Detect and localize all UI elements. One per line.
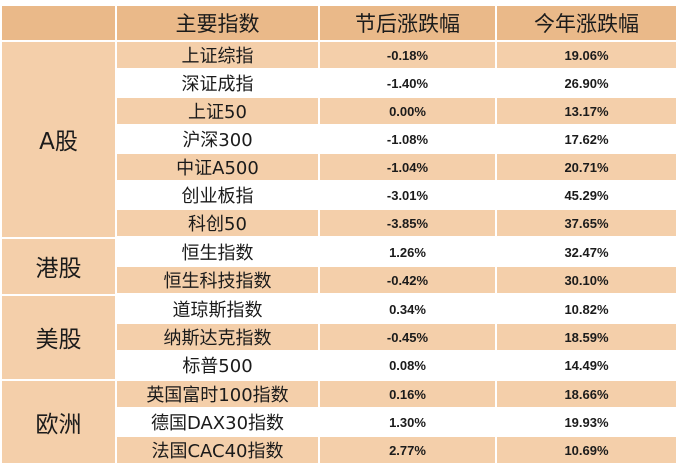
table-row: 沪深300 -1.08% 17.62% [1, 124, 676, 154]
ytd-change: 10.69% [495, 435, 676, 465]
ytd-change: 18.66% [495, 378, 676, 409]
index-name: 道琼斯指数 [115, 293, 320, 324]
table-row: 纳斯达克指数 -0.45% 18.59% [1, 322, 676, 352]
post-holiday-change: -0.45% [318, 322, 497, 352]
ytd-change: 17.62% [495, 124, 676, 154]
post-holiday-change: 0.16% [318, 378, 497, 409]
index-name: 上证综指 [115, 40, 320, 70]
table-row: 上证50 0.00% 13.17% [1, 96, 676, 126]
index-name: 法国CAC40指数 [115, 435, 320, 465]
index-performance-table: 主要指数 节后涨跌幅 今年涨跌幅 A股 上证综指 -0.18% 19.06% 深… [0, 4, 676, 465]
index-name: 恒生科技指数 [115, 265, 320, 296]
market-label: 港股 [0, 236, 117, 296]
table-row: 科创50 -3.85% 37.65% [1, 208, 676, 239]
market-label: A股 [0, 40, 117, 239]
ytd-change: 14.49% [495, 350, 676, 381]
index-performance-sheet: 主要指数 节后涨跌幅 今年涨跌幅 A股 上证综指 -0.18% 19.06% 深… [0, 4, 676, 465]
table-row: 德国DAX30指数 1.30% 19.93% [1, 407, 676, 437]
header-ytd-change: 今年涨跌幅 [495, 4, 676, 42]
header-index-name: 主要指数 [115, 4, 320, 42]
post-holiday-change: -0.18% [318, 40, 497, 70]
post-holiday-change: 0.08% [318, 350, 497, 381]
ytd-change: 13.17% [495, 96, 676, 126]
table-row: 港股 恒生指数 1.26% 32.47% [0, 236, 676, 296]
post-holiday-change: 1.30% [318, 407, 497, 437]
post-holiday-change: -1.08% [318, 124, 497, 154]
ytd-change: 10.82% [495, 293, 676, 324]
table-row: 美股 道琼斯指数 0.34% 10.82% [0, 293, 676, 381]
table-row: 深证成指 -1.40% 26.90% [1, 68, 676, 98]
index-name: 标普500 [115, 350, 320, 381]
index-name: 纳斯达克指数 [115, 322, 320, 352]
index-name: 深证成指 [115, 68, 320, 98]
table-row: 欧洲 英国富时100指数 0.16% 18.66% [0, 378, 676, 465]
ytd-change: 26.90% [495, 68, 676, 98]
index-name: 创业板指 [115, 180, 320, 210]
ytd-change: 32.47% [495, 236, 676, 267]
ytd-change: 37.65% [495, 208, 676, 239]
post-holiday-change: -3.01% [318, 180, 497, 210]
header-post-holiday-change: 节后涨跌幅 [318, 4, 497, 42]
post-holiday-change: -1.04% [318, 152, 497, 182]
post-holiday-change: 1.26% [318, 236, 497, 267]
header-row: 主要指数 节后涨跌幅 今年涨跌幅 [0, 4, 676, 42]
index-name: 恒生指数 [115, 236, 320, 267]
index-name: 德国DAX30指数 [115, 407, 320, 437]
table-row: A股 上证综指 -0.18% 19.06% [0, 40, 676, 239]
index-name: 英国富时100指数 [115, 378, 320, 409]
ytd-change: 18.59% [495, 322, 676, 352]
post-holiday-change: -1.40% [318, 68, 497, 98]
post-holiday-change: -0.42% [318, 265, 497, 296]
index-name: 上证50 [115, 96, 320, 126]
table-row: 中证A500 -1.04% 20.71% [1, 152, 676, 182]
post-holiday-change: -3.85% [318, 208, 497, 239]
market-label: 欧洲 [0, 378, 117, 465]
ytd-change: 45.29% [495, 180, 676, 210]
ytd-change: 20.71% [495, 152, 676, 182]
index-name: 科创50 [115, 208, 320, 239]
market-label: 美股 [0, 293, 117, 381]
index-name: 沪深300 [115, 124, 320, 154]
ytd-change: 19.06% [495, 40, 676, 70]
table-row: 恒生科技指数 -0.42% 30.10% [1, 265, 676, 296]
table-row: 标普500 0.08% 14.49% [1, 350, 676, 381]
ytd-change: 19.93% [495, 407, 676, 437]
post-holiday-change: 0.34% [318, 293, 497, 324]
table-row: 创业板指 -3.01% 45.29% [1, 180, 676, 210]
index-name: 中证A500 [115, 152, 320, 182]
post-holiday-change: 2.77% [318, 435, 497, 465]
ytd-change: 30.10% [495, 265, 676, 296]
header-market [0, 4, 117, 42]
post-holiday-change: 0.00% [318, 96, 497, 126]
